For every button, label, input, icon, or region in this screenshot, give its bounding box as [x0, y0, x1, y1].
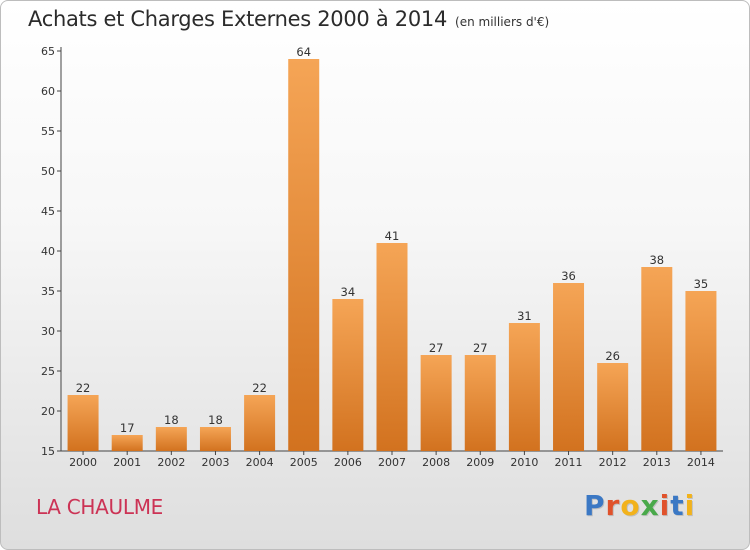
logo-letter: t — [670, 489, 685, 522]
logo-letter: x — [640, 489, 660, 522]
value-label: 18 — [164, 413, 179, 427]
y-tick-label: 55 — [41, 125, 55, 138]
bar-2000 — [67, 395, 99, 451]
value-label: 31 — [517, 309, 532, 323]
y-tick-label: 60 — [41, 85, 55, 98]
labels: 2000 22 2001 17 2002 18 2003 18 2004 22 2005 64 2006… — [69, 45, 715, 469]
x-tick-label: 2011 — [555, 456, 583, 469]
chart-title: Achats et Charges Externes 2000 à 2014 (e… — [28, 7, 549, 31]
x-tick-label: 2009 — [466, 456, 494, 469]
proxiti-logo: Proxiti — [584, 489, 695, 522]
logo-letter: i — [684, 489, 696, 522]
chart-unit: (en milliers d'€) — [455, 15, 550, 29]
x-tick-label: 2004 — [246, 456, 274, 469]
logo-letter: P — [584, 489, 606, 522]
bar-2010 — [508, 323, 540, 451]
logo-letter: r — [605, 489, 621, 522]
bar-2005 — [288, 59, 320, 451]
value-label: 38 — [649, 253, 664, 267]
x-tick-label: 2002 — [157, 456, 185, 469]
x-tick-label: 2001 — [113, 456, 141, 469]
y-tick-label: 35 — [41, 285, 55, 298]
value-label: 17 — [120, 421, 135, 435]
value-label: 18 — [208, 413, 223, 427]
bar-2011 — [553, 283, 585, 451]
bars — [67, 59, 717, 451]
bar-2004 — [244, 395, 276, 451]
chart-title-text: Achats et Charges Externes 2000 à 2014 — [28, 7, 448, 31]
logo-letter: o — [620, 489, 641, 522]
value-label: 27 — [429, 341, 444, 355]
bar-2009 — [464, 355, 496, 451]
y-tick-label: 15 — [41, 445, 55, 458]
x-tick-label: 2008 — [422, 456, 450, 469]
bar-2001 — [111, 435, 143, 451]
x-tick-label: 2003 — [201, 456, 229, 469]
x-tick-label: 2000 — [69, 456, 97, 469]
x-tick-label: 2014 — [687, 456, 715, 469]
x-tick-label: 2012 — [599, 456, 627, 469]
y-tick-label: 65 — [41, 45, 55, 58]
y-tick-label: 25 — [41, 365, 55, 378]
bar-2014 — [685, 291, 717, 451]
commune-name: LA CHAULME — [36, 495, 164, 519]
value-label: 27 — [473, 341, 488, 355]
bar-2013 — [641, 267, 673, 451]
value-label: 22 — [76, 381, 91, 395]
value-label: 34 — [341, 285, 356, 299]
logo-letter: i — [659, 489, 671, 522]
bar-2008 — [420, 355, 452, 451]
bar-2012 — [597, 363, 629, 451]
bar-2006 — [332, 299, 364, 451]
y-tick-label: 50 — [41, 165, 55, 178]
y-tick-label: 20 — [41, 405, 55, 418]
y-tick-label: 30 — [41, 325, 55, 338]
bar-2007 — [376, 243, 408, 451]
x-tick-label: 2010 — [510, 456, 538, 469]
x-tick-label: 2013 — [643, 456, 671, 469]
value-label: 22 — [252, 381, 267, 395]
x-tick-label: 2006 — [334, 456, 362, 469]
y-tick-label: 45 — [41, 205, 55, 218]
value-label: 64 — [296, 45, 311, 59]
y-tick-label: 40 — [41, 245, 55, 258]
value-label: 26 — [605, 349, 620, 363]
x-tick-label: 2007 — [378, 456, 406, 469]
value-label: 35 — [694, 277, 709, 291]
x-tick-label: 2005 — [290, 456, 318, 469]
bar-2002 — [155, 427, 187, 451]
value-label: 36 — [561, 269, 576, 283]
value-label: 41 — [385, 229, 400, 243]
bar-2003 — [199, 427, 231, 451]
